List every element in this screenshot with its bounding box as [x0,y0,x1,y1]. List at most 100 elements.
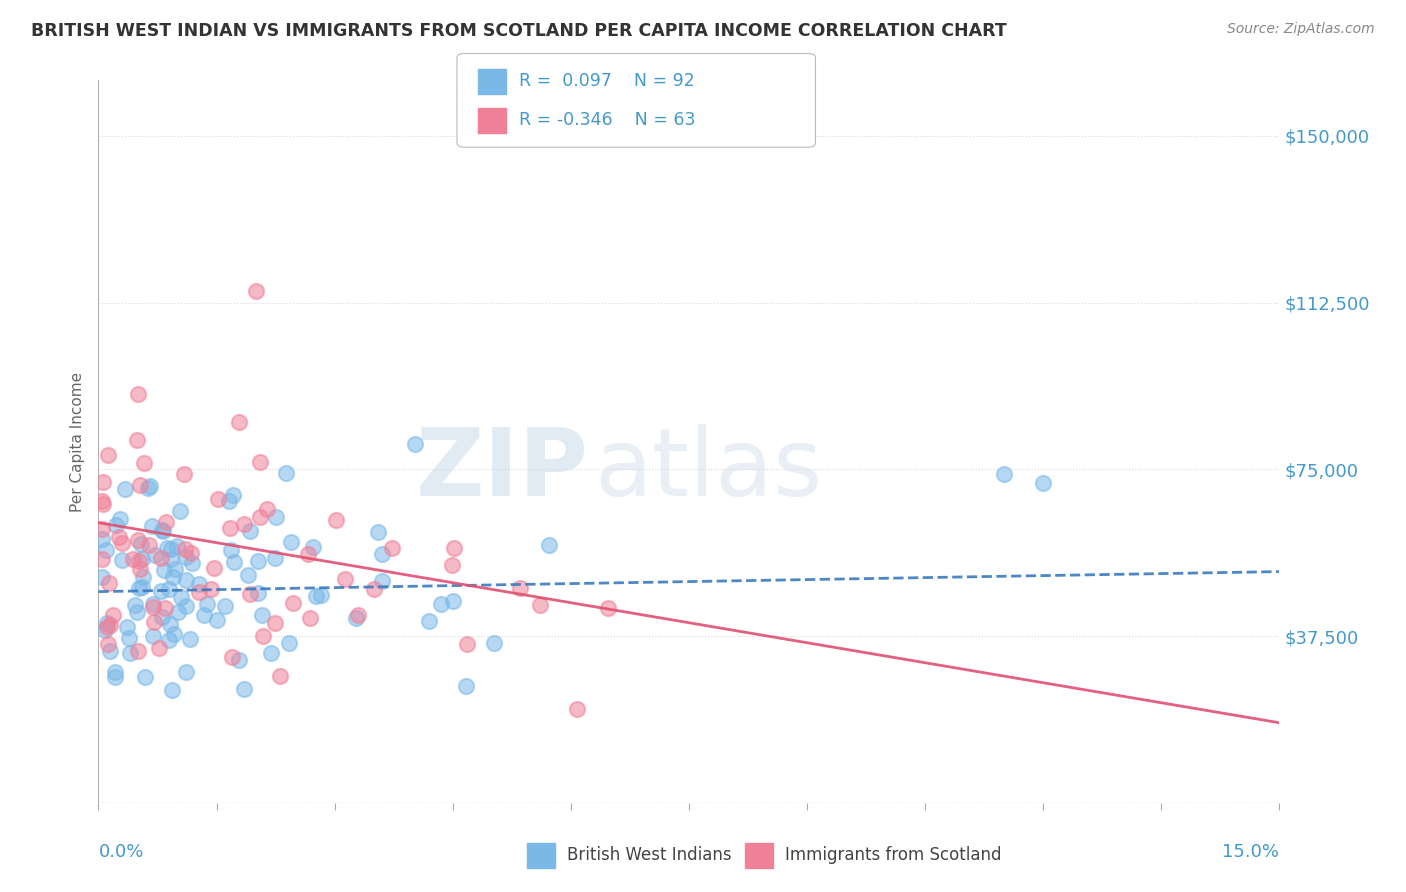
Point [218,494,240,508]
Point [159,582,181,597]
Point [233,681,256,696]
Point [281,596,304,610]
Point [174,665,197,679]
Point [91,523,114,537]
Text: Source: ZipAtlas.com: Source: ZipAtlas.com [1227,22,1375,37]
Point [219,542,242,557]
Point [125,433,148,447]
Point [347,608,370,623]
Point [228,653,250,667]
Point [443,541,465,555]
Point [309,588,332,602]
Point [266,510,288,524]
Text: Immigrants from Scotland: Immigrants from Scotland [785,847,1001,864]
Point [276,467,298,481]
Point [142,629,165,643]
Point [174,599,197,614]
Point [166,539,188,553]
Point [195,597,218,611]
Point [97,637,120,651]
Point [98,575,121,590]
Point [277,635,299,649]
Point [150,551,173,566]
Point [232,516,254,531]
Point [207,613,229,627]
Point [219,521,242,535]
Point [381,541,404,555]
Point [214,599,236,614]
Point [456,637,478,651]
Point [150,583,173,598]
Point [1032,475,1054,490]
Point [222,555,245,569]
Point [173,467,195,482]
Point [256,502,278,516]
Point [180,546,202,560]
Point [297,547,319,561]
Point [188,585,211,599]
Point [129,536,152,550]
Point [565,702,588,716]
Point [127,386,149,401]
Point [138,538,160,552]
Point [142,600,165,615]
Point [118,631,141,645]
Point [91,475,114,489]
Point [169,504,191,518]
Point [141,519,163,533]
Point [148,640,170,655]
Point [97,449,120,463]
Text: 0.0%: 0.0% [98,843,143,861]
Point [193,608,215,623]
Point [104,670,127,684]
Point [134,670,156,684]
Point [125,606,148,620]
Point [228,416,250,430]
Point [155,541,177,556]
Point [174,550,197,565]
Point [111,536,134,550]
Point [132,570,155,584]
Text: ZIP: ZIP [416,425,589,516]
Point [93,497,115,511]
Point [152,524,174,538]
Point [441,593,464,607]
Text: British West Indians: British West Indians [567,847,731,864]
Point [454,679,477,693]
Point [484,636,506,650]
Point [169,590,191,604]
Point [239,586,262,600]
Point [367,524,389,539]
Point [101,607,124,622]
Point [108,530,131,544]
Point [150,609,173,624]
Text: R = -0.346    N = 63: R = -0.346 N = 63 [519,112,696,129]
Point [111,553,134,567]
Point [91,570,114,584]
Point [239,524,262,538]
Point [136,481,159,495]
Point [115,620,138,634]
Point [91,551,114,566]
Point [120,646,142,660]
Point [96,616,118,631]
Point [179,632,201,646]
Point [509,581,531,595]
Point [252,607,274,622]
Point [264,615,287,630]
Point [325,513,347,527]
Point [104,518,127,533]
Text: atlas: atlas [595,425,823,516]
Point [245,285,267,299]
Point [108,511,131,525]
Point [162,570,184,584]
Point [280,535,302,549]
Point [96,542,118,557]
Point [143,548,166,562]
Point [418,615,440,629]
Point [202,560,225,574]
Point [305,589,328,603]
Point [129,562,152,576]
Point [150,523,173,537]
Point [187,576,209,591]
